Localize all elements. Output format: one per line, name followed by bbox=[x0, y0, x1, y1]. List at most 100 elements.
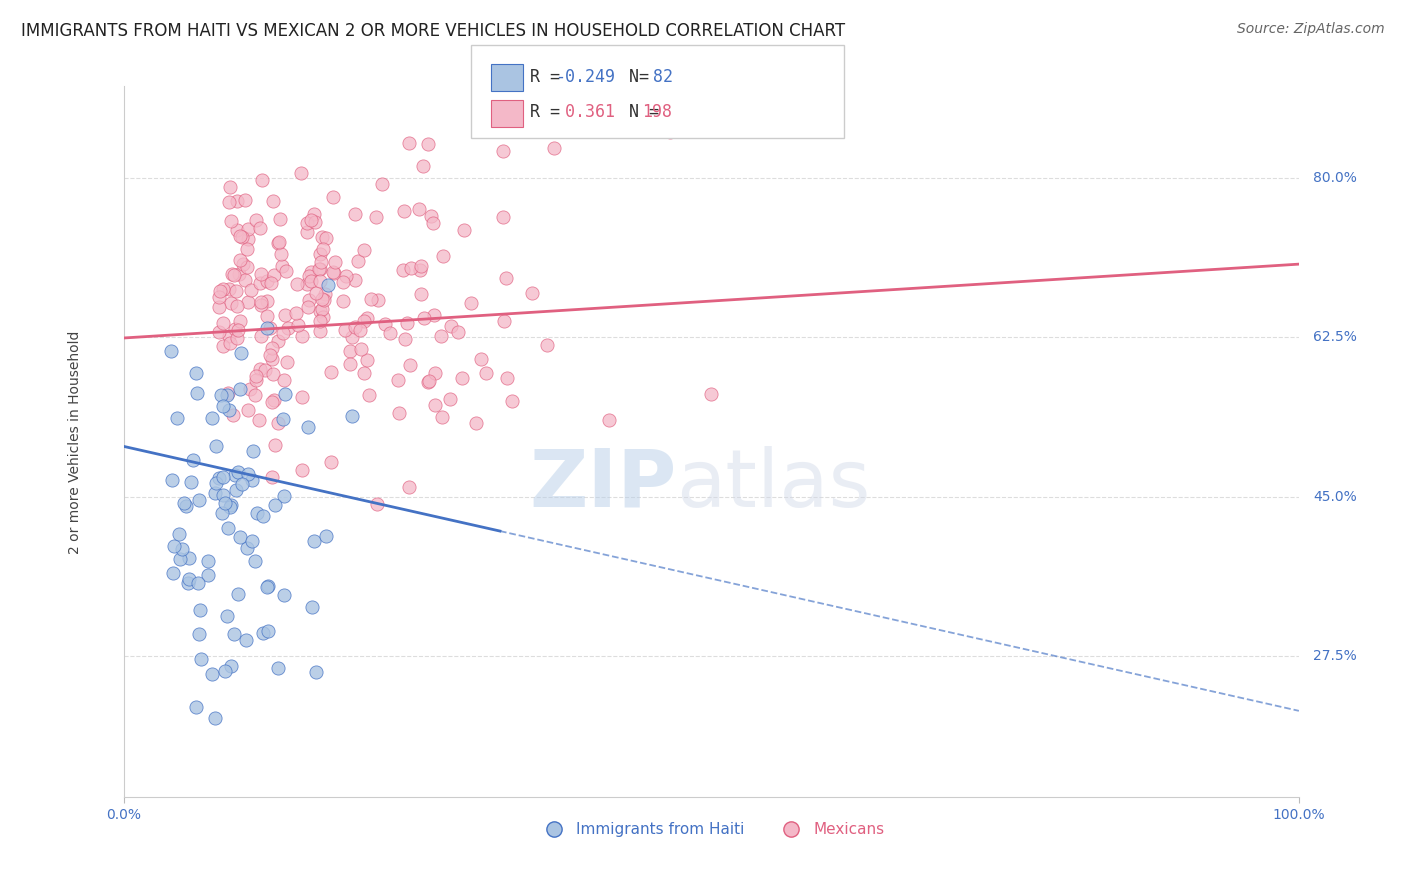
Point bbox=[430, 409, 453, 424]
Point bbox=[218, 329, 240, 343]
Point bbox=[501, 393, 523, 408]
Point bbox=[212, 488, 235, 502]
Point bbox=[422, 216, 444, 230]
Point bbox=[204, 711, 226, 725]
Point bbox=[249, 221, 271, 235]
Text: 80.0%: 80.0% bbox=[1313, 170, 1357, 185]
Point bbox=[262, 351, 284, 366]
Point bbox=[423, 366, 446, 380]
Point bbox=[262, 367, 284, 381]
Point bbox=[201, 411, 224, 425]
Point bbox=[291, 329, 314, 343]
Point bbox=[295, 277, 318, 291]
Point bbox=[344, 320, 367, 334]
Point bbox=[273, 373, 295, 387]
Point bbox=[287, 318, 309, 333]
Point bbox=[224, 468, 246, 483]
Point bbox=[423, 398, 446, 412]
Point bbox=[276, 354, 298, 368]
Point bbox=[247, 413, 270, 427]
Point bbox=[264, 438, 287, 452]
Point bbox=[322, 190, 344, 204]
Point bbox=[388, 406, 411, 420]
Point bbox=[315, 529, 337, 543]
Point bbox=[491, 144, 513, 158]
Point bbox=[163, 539, 186, 553]
Point bbox=[495, 270, 517, 285]
Point bbox=[260, 341, 283, 355]
Point bbox=[340, 330, 363, 344]
Point bbox=[166, 410, 188, 425]
Text: N =: N = bbox=[609, 103, 669, 121]
Point bbox=[332, 294, 354, 309]
Point bbox=[240, 473, 263, 487]
Point bbox=[430, 329, 453, 343]
Point bbox=[226, 331, 249, 345]
Point bbox=[188, 627, 211, 641]
Point bbox=[226, 587, 249, 601]
Point bbox=[236, 242, 259, 256]
Text: R =: R = bbox=[530, 68, 569, 86]
Text: 82: 82 bbox=[643, 68, 672, 86]
Point bbox=[245, 369, 267, 384]
Point bbox=[311, 292, 333, 306]
Point bbox=[432, 249, 454, 263]
Point bbox=[179, 572, 201, 586]
Point bbox=[291, 463, 314, 477]
Point bbox=[356, 310, 378, 325]
Point bbox=[267, 416, 290, 430]
Point bbox=[301, 600, 323, 615]
Text: R =: R = bbox=[530, 103, 569, 121]
Point bbox=[219, 296, 242, 310]
Point bbox=[245, 373, 267, 387]
Point bbox=[181, 453, 204, 467]
Point bbox=[267, 661, 290, 675]
Point bbox=[245, 387, 267, 401]
Point bbox=[233, 273, 256, 287]
Point bbox=[208, 290, 231, 304]
Point bbox=[273, 489, 295, 503]
Point bbox=[252, 626, 274, 640]
Point bbox=[179, 551, 201, 566]
Point bbox=[344, 273, 367, 287]
Point bbox=[257, 579, 280, 593]
Point bbox=[208, 471, 231, 485]
Point bbox=[536, 337, 558, 351]
Point bbox=[309, 313, 332, 327]
Point bbox=[231, 229, 253, 244]
Point bbox=[374, 317, 396, 331]
Point bbox=[309, 255, 332, 269]
Point bbox=[243, 554, 266, 568]
Point bbox=[173, 496, 195, 510]
Point bbox=[364, 211, 387, 225]
Point bbox=[304, 215, 326, 229]
Point bbox=[225, 483, 247, 497]
Point bbox=[304, 207, 326, 221]
Point bbox=[226, 465, 249, 479]
Point bbox=[174, 499, 197, 513]
Point bbox=[176, 576, 198, 591]
Point bbox=[256, 624, 278, 638]
Point bbox=[302, 533, 325, 548]
Point bbox=[439, 392, 461, 407]
Point bbox=[260, 276, 283, 290]
Text: IMMIGRANTS FROM HAITI VS MEXICAN 2 OR MORE VEHICLES IN HOUSEHOLD CORRELATION CHA: IMMIGRANTS FROM HAITI VS MEXICAN 2 OR MO… bbox=[21, 22, 845, 40]
Point bbox=[299, 213, 322, 227]
Point bbox=[285, 277, 308, 291]
Point bbox=[465, 416, 488, 430]
Point bbox=[316, 277, 339, 292]
Point bbox=[224, 322, 246, 336]
Point bbox=[218, 282, 240, 296]
Point bbox=[323, 255, 346, 269]
Point bbox=[398, 480, 420, 494]
Point bbox=[340, 409, 363, 424]
Point bbox=[263, 498, 285, 512]
Point bbox=[238, 232, 260, 246]
Point bbox=[222, 268, 245, 282]
Point bbox=[229, 314, 252, 328]
Point bbox=[187, 576, 209, 591]
Point bbox=[312, 310, 335, 325]
Point bbox=[190, 652, 212, 666]
Point bbox=[423, 308, 446, 322]
Point bbox=[447, 325, 470, 339]
